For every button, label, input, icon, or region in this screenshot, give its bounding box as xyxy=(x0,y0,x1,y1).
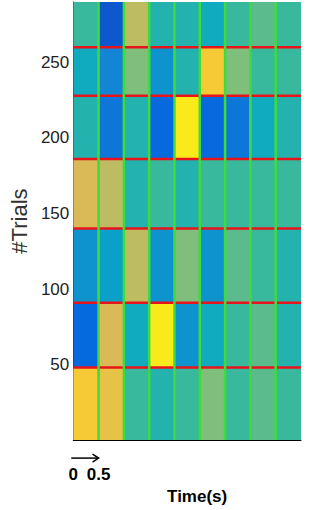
svg-text:0.5: 0.5 xyxy=(87,465,111,484)
svg-text:100: 100 xyxy=(41,280,69,299)
svg-text:#Trials: #Trials xyxy=(7,188,32,253)
svg-text:Time(s): Time(s) xyxy=(167,487,227,506)
svg-text:250: 250 xyxy=(41,53,69,72)
svg-text:50: 50 xyxy=(50,355,69,374)
svg-text:0: 0 xyxy=(69,465,78,484)
svg-text:200: 200 xyxy=(41,128,69,147)
svg-text:150: 150 xyxy=(41,204,69,223)
